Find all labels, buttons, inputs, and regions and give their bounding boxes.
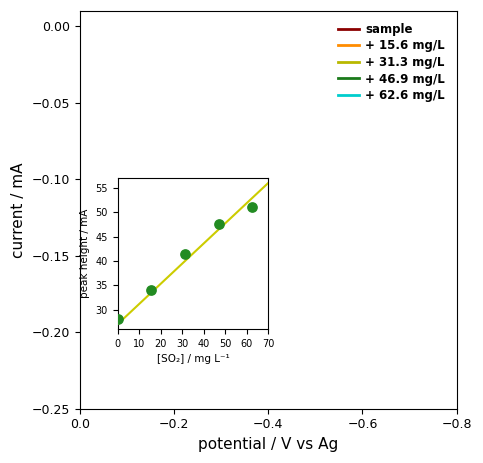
Y-axis label: current / mA: current / mA [11, 162, 26, 257]
Legend: sample, + 15.6 mg/L, + 31.3 mg/L, + 46.9 mg/L, + 62.6 mg/L: sample, + 15.6 mg/L, + 31.3 mg/L, + 46.9… [332, 17, 451, 108]
X-axis label: potential / V vs Ag: potential / V vs Ag [198, 437, 339, 452]
